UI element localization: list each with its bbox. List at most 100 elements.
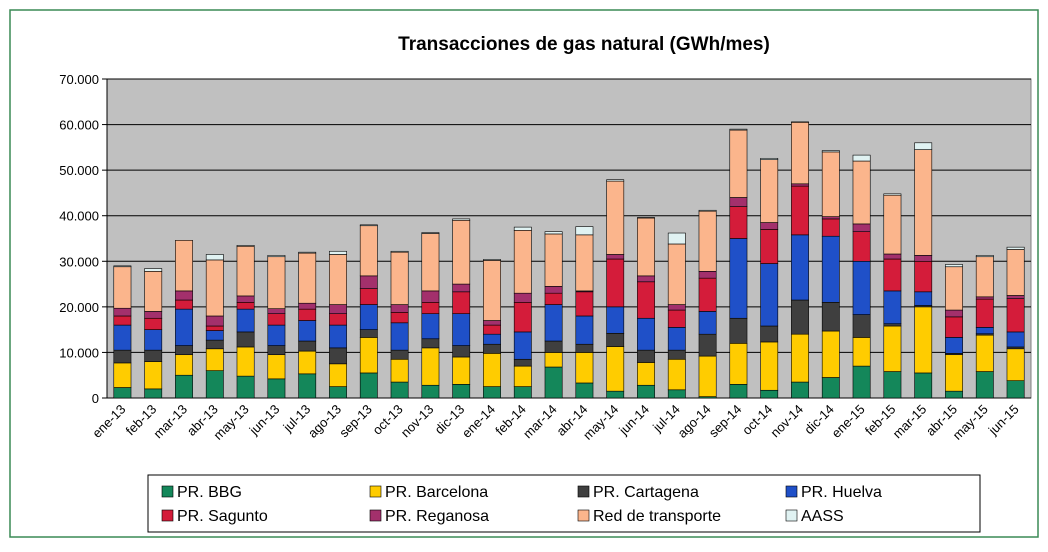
bar-segment	[268, 314, 285, 325]
bar-segment	[268, 325, 285, 346]
bar-segment	[299, 253, 316, 303]
bar-segment	[884, 372, 901, 398]
legend-label: PR. Reganosa	[385, 508, 489, 525]
bar-segment	[1007, 332, 1024, 347]
bar-segment	[915, 255, 932, 261]
bar-segment	[607, 180, 624, 181]
bar-segment	[699, 356, 716, 397]
bar-segment	[884, 324, 901, 326]
bar-segment	[976, 255, 993, 256]
bar-segment	[453, 346, 470, 357]
legend-label: PR. Cartagena	[593, 484, 699, 501]
bar-segment	[360, 289, 377, 305]
bar-segment	[360, 226, 377, 276]
bar-segment	[1007, 349, 1024, 381]
bar-segment	[329, 387, 346, 398]
bar-segment	[268, 255, 285, 256]
bar-segment	[545, 341, 562, 352]
bar-segment	[237, 309, 254, 332]
bar-segment	[637, 350, 654, 362]
bar-segment	[761, 223, 778, 230]
bar-segment	[514, 293, 531, 302]
bar-segment	[206, 340, 223, 349]
legend-swatch	[786, 486, 797, 497]
bar-segment	[329, 254, 346, 304]
bar-segment	[391, 252, 408, 304]
bar-segment	[360, 373, 377, 398]
y-tick-label: 30.000	[59, 254, 99, 269]
bar-segment	[853, 261, 870, 314]
y-tick-label: 50.000	[59, 163, 99, 178]
bar-segment	[576, 344, 593, 352]
bar-segment	[206, 254, 223, 259]
bar-segment	[545, 367, 562, 398]
bar-segment	[884, 194, 901, 195]
bar-segment	[576, 235, 593, 291]
bar-segment	[884, 195, 901, 254]
bar-segment	[607, 333, 624, 346]
bar-segment	[114, 350, 131, 363]
bar-segment	[699, 210, 716, 211]
bar-segment	[976, 372, 993, 398]
bar-segment	[545, 293, 562, 304]
bar-segment	[637, 362, 654, 385]
bar-segment	[791, 186, 808, 235]
bar-segment	[915, 292, 932, 306]
bar-segment	[822, 236, 839, 302]
bar-segment	[453, 292, 470, 314]
bar-segment	[145, 271, 162, 311]
bar-segment	[822, 219, 839, 236]
bar-segment	[145, 389, 162, 398]
bar-segment	[884, 259, 901, 291]
bar-segment	[607, 259, 624, 307]
bar-segment	[730, 197, 747, 206]
bar-segment	[668, 305, 685, 310]
legend-label: Red de transporte	[593, 508, 721, 525]
bar-segment	[668, 350, 685, 359]
bar-segment	[360, 337, 377, 373]
bar-segment	[329, 348, 346, 364]
bar-segment	[114, 388, 131, 398]
bar-segment	[945, 355, 962, 391]
bar-segment	[206, 260, 223, 316]
bar-segment	[822, 217, 839, 219]
bar-segment	[206, 331, 223, 341]
bar-segment	[576, 292, 593, 316]
bar-segment	[761, 390, 778, 398]
bar-segment	[206, 371, 223, 398]
bar-segment	[576, 316, 593, 344]
bar-segment	[791, 235, 808, 300]
bar-segment	[206, 349, 223, 371]
bar-segment	[576, 227, 593, 235]
bar-segment	[607, 307, 624, 333]
bar-segment	[329, 364, 346, 387]
bar-segment	[853, 224, 870, 232]
bar-segment	[730, 239, 747, 319]
bar-segment	[237, 302, 254, 309]
bar-segment	[730, 129, 747, 130]
bar-segment	[268, 309, 285, 314]
bar-segment	[976, 327, 993, 333]
legend-label: PR. Sagunto	[177, 508, 268, 525]
legend-swatch	[370, 510, 381, 521]
bar-segment	[114, 316, 131, 325]
bar-segment	[699, 311, 716, 334]
bar-segment	[637, 318, 654, 350]
bar-segment	[822, 151, 839, 152]
bar-segment	[514, 387, 531, 398]
bar-segment	[514, 366, 531, 387]
bar-segment	[329, 314, 346, 325]
bar-segment	[545, 305, 562, 341]
bar-segment	[299, 303, 316, 309]
bar-segment	[976, 299, 993, 327]
bar-segment	[422, 339, 439, 348]
bar-segment	[668, 359, 685, 390]
bar-segment	[668, 327, 685, 350]
bar-segment	[145, 318, 162, 329]
bar-segment	[822, 331, 839, 377]
bar-segment	[237, 376, 254, 398]
bar-segment	[607, 347, 624, 392]
bar-segment	[514, 359, 531, 366]
bar-segment	[1007, 299, 1024, 332]
bar-segment	[514, 332, 531, 359]
